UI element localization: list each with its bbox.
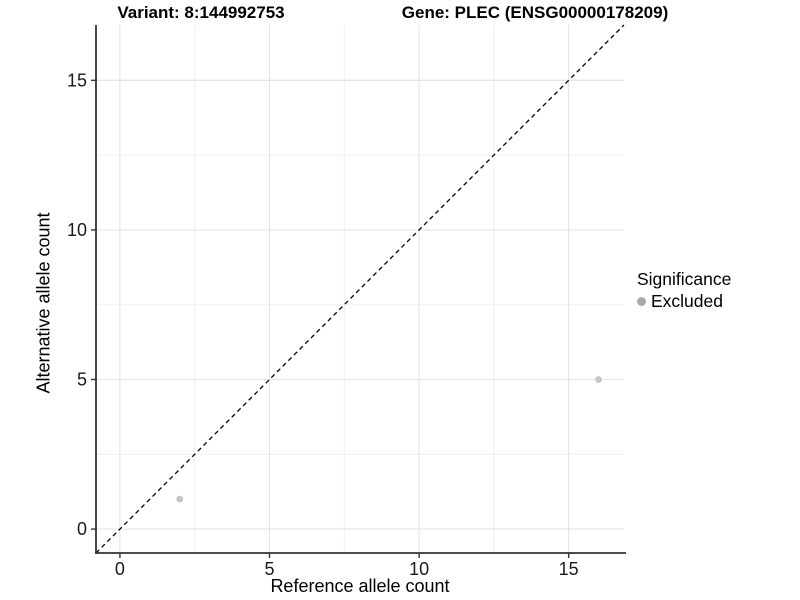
- legend: Significance Excluded: [637, 268, 731, 312]
- identity-line: [95, 24, 625, 554]
- y-tick-label: 5: [77, 369, 87, 389]
- legend-item-excluded: Excluded: [637, 290, 731, 312]
- y-tick-label: 15: [67, 70, 87, 90]
- x-tick-label: 5: [264, 559, 274, 579]
- legend-title: Significance: [637, 269, 732, 289]
- data-point: [595, 376, 602, 383]
- x-tick-label: 0: [115, 559, 125, 579]
- x-tick-label: 15: [559, 559, 579, 579]
- y-axis-title: Alternative allele count: [33, 212, 54, 394]
- legend-item-label: Excluded: [651, 291, 723, 311]
- y-tick-label: 0: [77, 519, 87, 539]
- variant-title: Variant: 8:144992753: [117, 3, 285, 22]
- gene-title: Gene: PLEC (ENSG00000178209): [401, 3, 669, 22]
- data-point: [176, 495, 184, 503]
- y-tick-label: 10: [67, 220, 87, 240]
- excluded-point-icon: [637, 296, 646, 306]
- x-axis-title: Reference allele count: [270, 576, 450, 596]
- x-tick-label: 10: [409, 559, 429, 579]
